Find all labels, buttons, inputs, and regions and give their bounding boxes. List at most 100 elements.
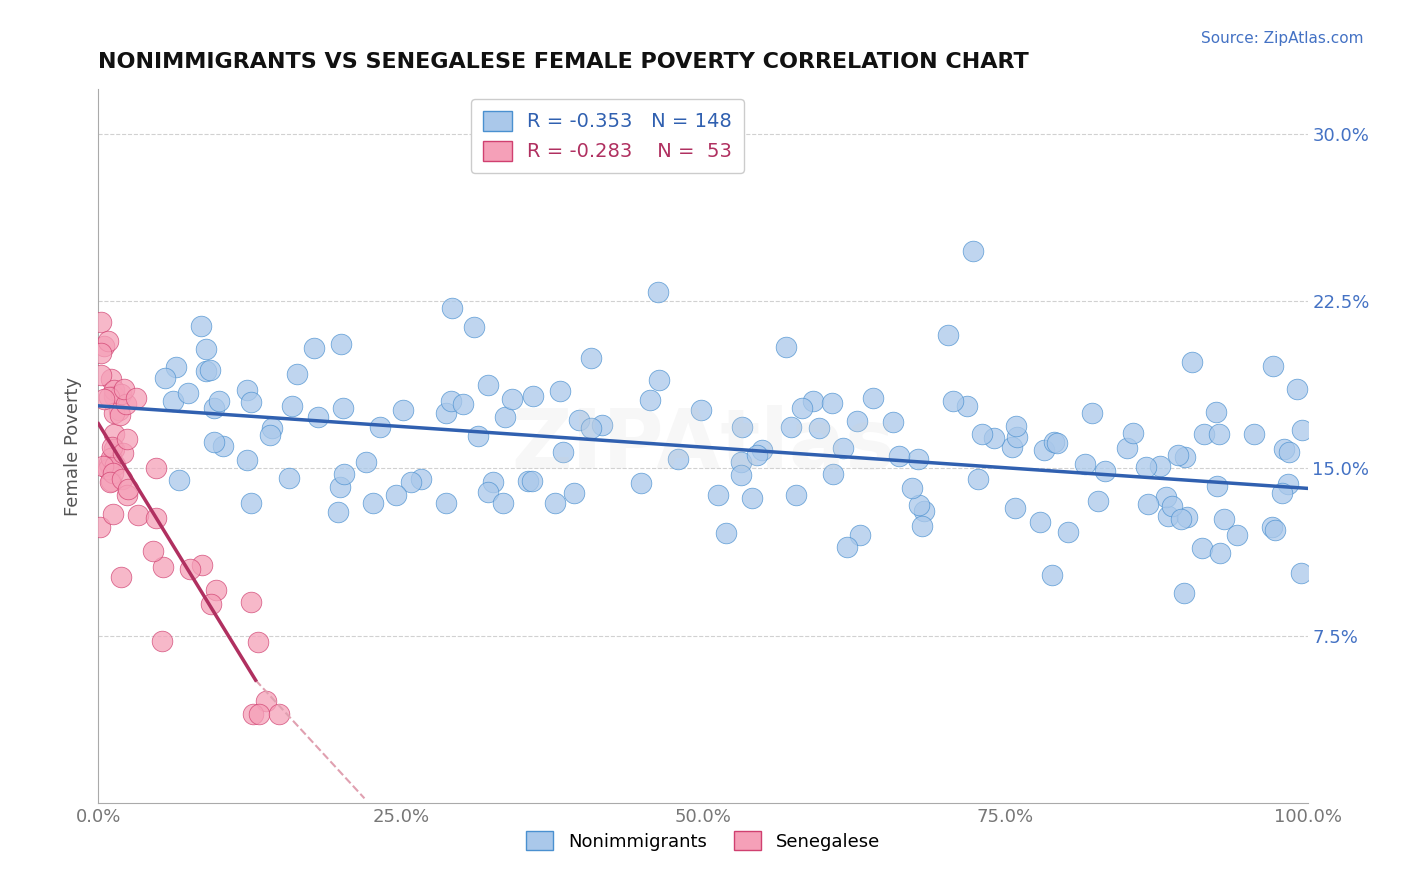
Point <box>142 544 165 558</box>
Point <box>1033 443 1056 458</box>
Point <box>477 485 499 500</box>
Point <box>434 496 457 510</box>
Point <box>150 634 173 648</box>
Point <box>97 390 120 404</box>
Point <box>190 558 212 572</box>
Point <box>167 473 190 487</box>
Point <box>1205 404 1227 418</box>
Point <box>441 301 464 315</box>
Point <box>111 472 134 486</box>
Point <box>100 475 122 489</box>
Point <box>517 474 540 488</box>
Point <box>544 496 567 510</box>
Point <box>579 351 602 366</box>
Point <box>236 452 259 467</box>
Point <box>103 389 125 403</box>
Point <box>1116 441 1139 455</box>
Point <box>1028 516 1050 530</box>
Point <box>482 475 505 490</box>
Point <box>908 498 931 512</box>
Point <box>1243 426 1265 441</box>
Point <box>1156 491 1178 505</box>
Point <box>1149 459 1171 474</box>
Point <box>690 403 713 417</box>
Point <box>666 452 689 467</box>
Point <box>751 443 773 458</box>
Point <box>97 334 120 349</box>
Point <box>630 475 652 490</box>
Point <box>399 475 422 490</box>
Point <box>706 488 728 502</box>
Point <box>1136 497 1159 511</box>
Point <box>115 433 138 447</box>
Point <box>110 570 132 584</box>
Point <box>820 395 842 409</box>
Point <box>101 466 124 480</box>
Point <box>1261 519 1284 533</box>
Point <box>912 504 935 518</box>
Point <box>1057 525 1080 540</box>
Point <box>127 508 149 522</box>
Point <box>236 383 259 397</box>
Point <box>1192 426 1215 441</box>
Point <box>262 421 284 435</box>
Point <box>1206 478 1229 492</box>
Point <box>117 488 139 502</box>
Point <box>1261 359 1284 374</box>
Point <box>162 393 184 408</box>
Point <box>1272 442 1295 456</box>
Point <box>1122 426 1144 441</box>
Point <box>259 428 281 442</box>
Point <box>1208 427 1230 442</box>
Point <box>117 483 139 497</box>
Point <box>93 458 115 473</box>
Point <box>1160 499 1182 513</box>
Point <box>329 481 352 495</box>
Point <box>278 471 301 485</box>
Point <box>202 434 225 449</box>
Point <box>304 341 326 355</box>
Point <box>212 439 235 453</box>
Point <box>98 459 121 474</box>
Point <box>329 337 352 351</box>
Point <box>647 285 669 300</box>
Point <box>730 467 752 482</box>
Point <box>522 389 544 403</box>
Point <box>845 414 868 428</box>
Point <box>714 526 737 541</box>
Point <box>936 327 959 342</box>
Point <box>956 400 979 414</box>
Point <box>97 456 120 470</box>
Point <box>638 392 661 407</box>
Point <box>1271 486 1294 500</box>
Point <box>501 392 523 407</box>
Point <box>125 391 148 405</box>
Point <box>942 393 965 408</box>
Point <box>1094 464 1116 478</box>
Point <box>1156 508 1178 523</box>
Point <box>900 481 922 495</box>
Point <box>103 406 125 420</box>
Point <box>579 420 602 434</box>
Point <box>1043 435 1066 450</box>
Point <box>326 505 349 519</box>
Y-axis label: Female Poverty: Female Poverty <box>65 376 83 516</box>
Point <box>1286 382 1309 396</box>
Point <box>145 511 167 525</box>
Point <box>93 338 115 352</box>
Point <box>1004 501 1026 516</box>
Point <box>832 441 855 455</box>
Point <box>242 706 264 721</box>
Point <box>267 706 290 721</box>
Point <box>104 458 127 473</box>
Point <box>354 455 377 469</box>
Point <box>112 382 135 396</box>
Point <box>1081 406 1104 420</box>
Point <box>190 319 212 334</box>
Point <box>368 420 391 434</box>
Point <box>1005 419 1028 434</box>
Point <box>970 427 993 442</box>
Point <box>239 595 262 609</box>
Point <box>110 386 132 401</box>
Point <box>983 431 1005 445</box>
